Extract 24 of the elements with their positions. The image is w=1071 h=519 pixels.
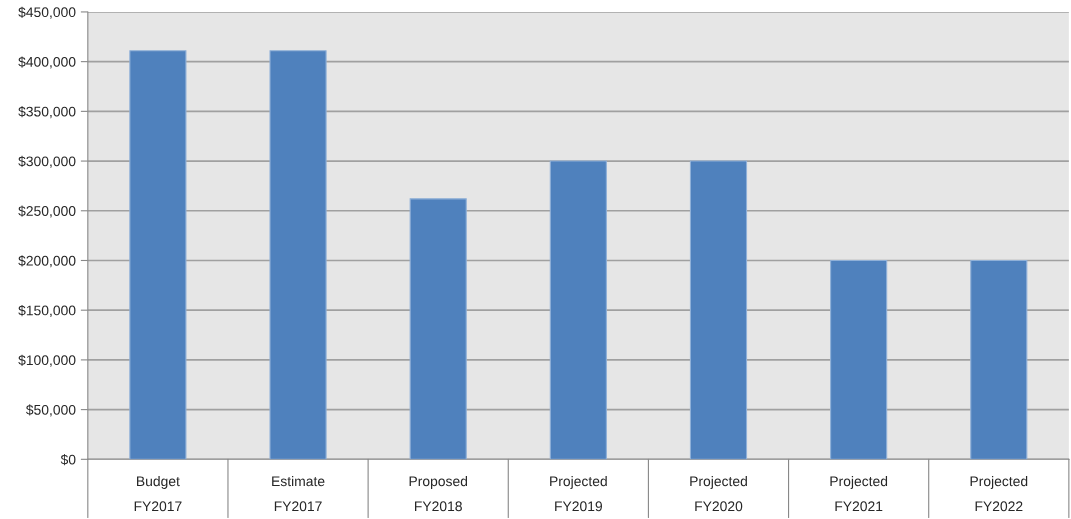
x-tick-label: Estimate FY2017 <box>272 475 325 512</box>
bar <box>830 259 888 460</box>
x-tick-label: Budget FY2017 <box>134 475 182 512</box>
y-tick-label: $450,000 <box>18 6 76 19</box>
y-tick-label: $50,000 <box>25 404 76 417</box>
y-tick-label: $0 <box>60 454 76 466</box>
bar <box>970 259 1028 460</box>
bar <box>409 198 467 460</box>
y-tick-label: $100,000 <box>18 354 76 367</box>
y-tick-label: $250,000 <box>18 205 76 218</box>
bar <box>269 50 327 460</box>
x-tick-label: Projected FY2022 <box>970 475 1028 512</box>
y-tick-label: $200,000 <box>18 255 76 268</box>
x-tick-label: Projected FY2021 <box>830 475 888 512</box>
y-tick-label: $350,000 <box>18 106 76 119</box>
y-tick-label: $300,000 <box>18 155 76 168</box>
x-tick-label: Projected FY2020 <box>690 475 747 512</box>
y-tick-label: $150,000 <box>18 304 76 317</box>
bar <box>549 160 607 460</box>
bar <box>129 50 187 460</box>
x-tick-label: Proposed FY2018 <box>409 475 468 512</box>
bar <box>689 160 748 460</box>
x-tick-label: Projected FY2019 <box>550 475 607 512</box>
y-tick-label: $400,000 <box>18 56 76 69</box>
